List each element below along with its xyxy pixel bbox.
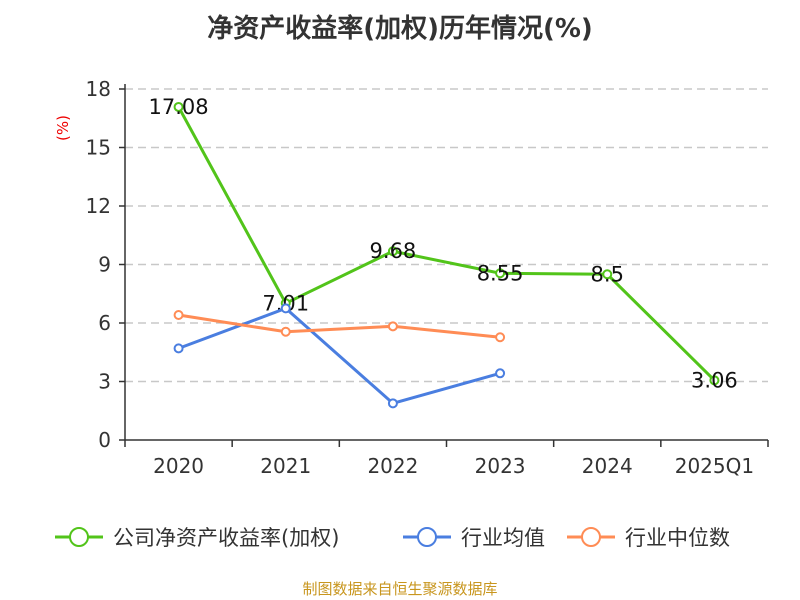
y-axis-label: (%) [54, 115, 72, 141]
legend-label: 行业中位数 [625, 526, 730, 550]
data-label: 8.55 [477, 261, 524, 285]
series-line [177, 106, 716, 382]
data-point [280, 326, 291, 337]
data-label: 9.68 [370, 239, 417, 263]
data-point [602, 269, 613, 280]
x-tick-label: 2021 [260, 454, 311, 478]
y-tick-label: 15 [86, 136, 111, 160]
y-tick-label: 9 [98, 253, 111, 277]
data-point [495, 268, 506, 279]
data-label: 8.5 [591, 262, 624, 286]
chart-title: 净资产收益率(加权)历年情况(%) [207, 14, 593, 44]
y-tick-label: 12 [86, 194, 111, 218]
data-point [280, 303, 291, 314]
x-tick-label: 2020 [153, 454, 204, 478]
x-tick-label: 2023 [475, 454, 526, 478]
x-tick-label: 2022 [367, 454, 418, 478]
data-point [387, 321, 398, 332]
data-point [173, 101, 184, 112]
y-tick-label: 0 [98, 428, 111, 452]
source-note: 制图数据来自恒生聚源数据库 [302, 580, 498, 598]
y-tick-label: 18 [86, 77, 111, 101]
data-label: 3.06 [691, 368, 738, 392]
data-point [709, 375, 720, 386]
legend-marker [417, 527, 437, 547]
series-line [178, 306, 501, 406]
data-point [387, 246, 398, 257]
legend-marker [581, 527, 601, 547]
series-line [178, 313, 501, 339]
y-tick-label: 6 [98, 311, 111, 335]
data-point [387, 398, 398, 409]
legend-marker [69, 527, 89, 547]
x-tick-label: 2024 [582, 454, 633, 478]
legend-label: 公司净资产收益率(加权) [113, 526, 339, 550]
data-label: 17.08 [149, 95, 209, 119]
data-point [173, 343, 184, 354]
data-point [495, 332, 506, 343]
y-tick-label: 3 [98, 370, 111, 394]
x-tick-label: 2025Q1 [675, 454, 754, 478]
legend-label: 行业均值 [461, 526, 545, 550]
data-point [173, 310, 184, 321]
data-point [495, 368, 506, 379]
